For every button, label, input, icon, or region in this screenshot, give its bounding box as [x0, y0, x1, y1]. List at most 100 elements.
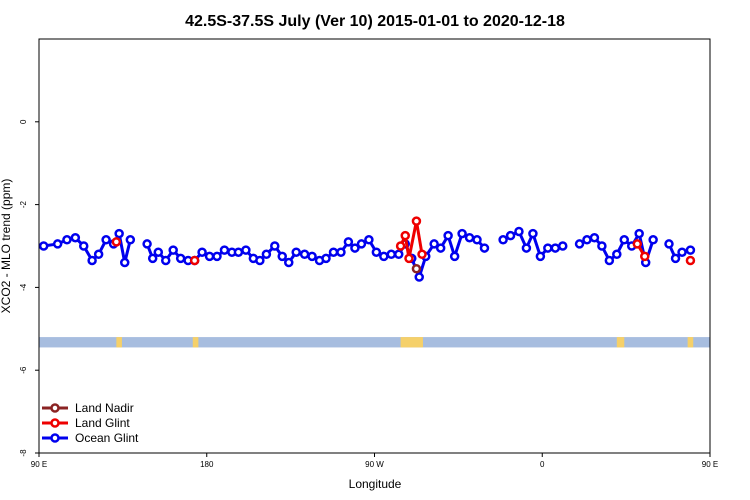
- ocean-strip: [39, 337, 710, 348]
- data-point-ocean-glint-3-8: [634, 228, 644, 239]
- data-point-land-glint-2-1: [400, 230, 411, 241]
- legend-marker-land-glint: [50, 418, 60, 428]
- data-point-ocean-glint-1-5: [175, 253, 186, 264]
- chart-title: 42.5S-37.5S July (Ver 10) 2015-01-01 to …: [185, 13, 565, 30]
- y-axis: 0 -2 -4 -6 -8: [19, 119, 39, 457]
- data-point-ocean-glint-4-0: [664, 239, 674, 249]
- data-point-ocean-glint-1-21: [291, 247, 301, 257]
- x-tick-label-4: 90 E: [702, 460, 718, 469]
- data-point-land-glint-2-0: [395, 241, 406, 251]
- legend-label-land-glint: Land Glint: [75, 416, 130, 430]
- y-tick-label-4: -8: [19, 449, 28, 457]
- data-point-ocean-glint-0-2: [62, 235, 72, 245]
- data-point-ocean-glint-2-3: [521, 243, 532, 253]
- y-axis-label: XCO2 - MLO trend (ppm): [0, 179, 13, 314]
- x-tick-label-3: 0: [540, 460, 545, 469]
- data-point-land-glint-0-0: [111, 237, 122, 247]
- data-point-ocean-glint-2-4: [528, 228, 538, 239]
- data-point-ocean-glint-3-0: [574, 239, 585, 249]
- data-point-ocean-glint-1-30: [356, 239, 367, 249]
- data-point-ocean-glint-1-33: [379, 251, 389, 262]
- data-point-ocean-glint-3-10: [648, 235, 658, 245]
- data-point-ocean-glint-2-0: [498, 235, 508, 245]
- data-point-ocean-glint-3-2: [589, 232, 600, 243]
- legend-marker-land-nadir: [50, 403, 60, 413]
- data-point-ocean-glint-2-2: [514, 226, 524, 237]
- data-point-ocean-glint-1-18: [270, 241, 280, 251]
- data-point-ocean-glint-1-19: [277, 251, 287, 262]
- data-point-ocean-glint-1-20: [284, 257, 294, 268]
- data-point-ocean-glint-0-1: [52, 239, 63, 249]
- data-point-land-glint-2-2: [404, 253, 414, 264]
- data-point-ocean-glint-0-5: [87, 255, 97, 266]
- data-point-ocean-glint-2-1: [505, 230, 516, 241]
- data-point-ocean-glint-1-27: [336, 247, 346, 257]
- y-tick-label-1: -2: [19, 200, 28, 208]
- data-point-ocean-glint-2-7: [550, 243, 561, 253]
- data-point-ocean-glint-3-1: [582, 235, 592, 245]
- data-point-ocean-glint-2-8: [558, 241, 568, 251]
- data-point-ocean-glint-1-17: [261, 249, 272, 260]
- data-point-land-nadir-0-0: [411, 264, 422, 274]
- series-ocean-glint: [38, 226, 696, 282]
- y-tick-label-3: -6: [19, 366, 28, 374]
- land-segment-4: [687, 337, 694, 348]
- y-tick-label-2: -4: [19, 283, 28, 291]
- legend-label-ocean-glint: Ocean Glint: [75, 431, 139, 445]
- data-point-ocean-glint-1-14: [241, 245, 251, 255]
- x-tick-label-0: 90 E: [31, 460, 47, 469]
- data-point-ocean-glint-1-41: [435, 243, 446, 253]
- data-point-ocean-glint-0-6: [93, 249, 104, 260]
- series-land-nadir: [411, 264, 422, 274]
- legend-marker-ocean-glint: [50, 433, 60, 443]
- plot-frame: [38, 38, 711, 454]
- data-point-ocean-glint-1-42: [443, 230, 453, 241]
- data-point-ocean-glint-1-9: [204, 251, 215, 262]
- data-point-ocean-glint-3-5: [612, 249, 622, 260]
- x-axis-label: Longitude: [349, 477, 402, 491]
- data-point-ocean-glint-4-1: [670, 253, 681, 264]
- data-point-ocean-glint-1-22: [299, 249, 310, 260]
- data-point-ocean-glint-0-7: [101, 235, 111, 245]
- data-point-land-glint-3-0: [632, 239, 643, 249]
- data-point-ocean-glint-3-6: [619, 235, 630, 245]
- data-point-ocean-glint-1-47: [479, 243, 490, 253]
- data-point-ocean-glint-1-32: [371, 247, 382, 257]
- data-point-ocean-glint-1-1: [147, 253, 158, 264]
- data-point-ocean-glint-1-29: [350, 243, 360, 253]
- data-point-ocean-glint-1-13: [233, 247, 244, 257]
- data-point-ocean-glint-1-16: [255, 255, 265, 266]
- land-segment-0: [116, 337, 122, 348]
- data-point-ocean-glint-1-44: [457, 228, 467, 239]
- data-point-ocean-glint-1-4: [168, 245, 178, 255]
- data-point-ocean-glint-1-2: [153, 247, 164, 257]
- land-segment-3: [616, 337, 625, 348]
- data-point-ocean-glint-1-28: [343, 237, 354, 247]
- data-point-ocean-glint-1-45: [464, 232, 475, 243]
- data-point-ocean-glint-2-5: [535, 251, 546, 262]
- data-point-ocean-glint-1-26: [328, 247, 339, 257]
- data-point-ocean-glint-1-43: [449, 251, 460, 262]
- data-point-ocean-glint-4-2: [677, 247, 687, 257]
- data-point-ocean-glint-1-3: [160, 255, 171, 266]
- data-point-land-glint-4-0: [685, 255, 696, 266]
- data-point-ocean-glint-0-4: [78, 241, 89, 251]
- land-ocean-strip: [39, 337, 710, 348]
- x-tick-label-1: 180: [200, 460, 214, 469]
- data-point-ocean-glint-4-3: [685, 245, 696, 255]
- data-point-land-glint-2-3: [411, 216, 422, 226]
- data-point-ocean-glint-1-38: [414, 272, 424, 282]
- series-layer: [38, 216, 696, 282]
- data-point-ocean-glint-3-3: [597, 241, 607, 251]
- x-tick-label-2: 90 W: [365, 460, 384, 469]
- land-segment-1: [192, 337, 199, 348]
- data-point-land-glint-2-4: [417, 249, 427, 260]
- legend-label-land-nadir: Land Nadir: [75, 401, 134, 415]
- data-point-land-glint-3-1: [640, 251, 650, 262]
- series-land-glint: [111, 216, 696, 266]
- x-axis: 90 E 180 90 W 0 90 E: [31, 453, 718, 469]
- data-point-ocean-glint-1-10: [212, 251, 222, 262]
- data-point-ocean-glint-1-46: [472, 235, 482, 245]
